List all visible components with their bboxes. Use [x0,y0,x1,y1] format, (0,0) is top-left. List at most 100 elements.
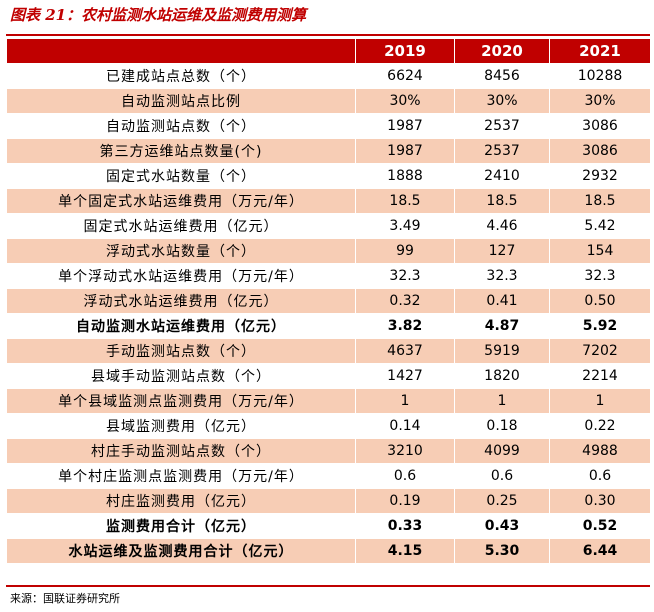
table-row: 村庄监测费用（亿元） 0.19 0.25 0.30 [6,488,651,514]
value-cell-2020: 5.30 [454,538,550,564]
value-cell-2020: 0.43 [454,513,550,539]
table-row: 固定式水站运维费用（亿元） 3.49 4.46 5.42 [6,213,651,239]
row-label: 自动监测站点比例 [6,88,356,114]
row-label: 浮动式水站运维费用（亿元） [6,288,356,314]
table-row: 监测费用合计（亿元） 0.33 0.43 0.52 [6,513,651,539]
header-year-2020: 2020 [454,38,550,64]
value-cell-2019: 1987 [355,138,455,164]
row-label: 单个固定式水站运维费用（万元/年） [6,188,356,214]
table-row: 第三方运维站点数量(个) 1987 2537 3086 [6,138,651,164]
value-cell-2019: 99 [355,238,455,264]
value-cell-2019: 0.19 [355,488,455,514]
row-label: 单个浮动式水站运维费用（万元/年） [6,263,356,289]
value-cell-2020: 30% [454,88,550,114]
value-cell-2020: 0.25 [454,488,550,514]
row-label: 第三方运维站点数量(个) [6,138,356,164]
value-cell-2019: 0.14 [355,413,455,439]
table-row: 自动监测站点数（个） 1987 2537 3086 [6,113,651,139]
value-cell-2021: 1 [549,388,651,414]
row-label: 自动监测水站运维费用（亿元） [6,313,356,339]
value-cell-2021: 0.30 [549,488,651,514]
value-cell-2020: 1 [454,388,550,414]
value-cell-2019: 1 [355,388,455,414]
row-label: 县域监测费用（亿元） [6,413,356,439]
value-cell-2020: 2537 [454,138,550,164]
row-label: 单个村庄监测点监测费用（万元/年） [6,463,356,489]
value-cell-2019: 1427 [355,363,455,389]
cost-estimate-table: 2019 2020 2021 已建成站点总数（个） 6624 8456 10288 自动… [6,38,651,564]
row-label: 已建成站点总数（个） [6,63,356,89]
table-row: 村庄手动监测站点数（个） 3210 4099 4988 [6,438,651,464]
row-label: 单个县域监测点监测费用（万元/年） [6,388,356,414]
table-row: 单个浮动式水站运维费用（万元/年） 32.3 32.3 32.3 [6,263,651,289]
value-cell-2019: 4637 [355,338,455,364]
value-cell-2020: 4.87 [454,313,550,339]
header-blank-cell [6,38,356,64]
value-cell-2019: 0.33 [355,513,455,539]
value-cell-2020: 8456 [454,63,550,89]
table-row: 固定式水站数量（个） 1888 2410 2932 [6,163,651,189]
value-cell-2019: 18.5 [355,188,455,214]
value-cell-2020: 1820 [454,363,550,389]
value-cell-2021: 154 [549,238,651,264]
title-rule [6,34,650,36]
header-year-2021: 2021 [549,38,651,64]
value-cell-2021: 0.22 [549,413,651,439]
value-cell-2021: 0.6 [549,463,651,489]
value-cell-2019: 4.15 [355,538,455,564]
row-label: 监测费用合计（亿元） [6,513,356,539]
table-row: 浮动式水站数量（个） 99 127 154 [6,238,651,264]
value-cell-2021: 5.92 [549,313,651,339]
value-cell-2019: 32.3 [355,263,455,289]
table-row: 县域监测费用（亿元） 0.14 0.18 0.22 [6,413,651,439]
table-row: 手动监测站点数（个） 4637 5919 7202 [6,338,651,364]
value-cell-2019: 6624 [355,63,455,89]
value-cell-2019: 1888 [355,163,455,189]
table-row: 单个固定式水站运维费用（万元/年） 18.5 18.5 18.5 [6,188,651,214]
value-cell-2021: 7202 [549,338,651,364]
value-cell-2021: 18.5 [549,188,651,214]
value-cell-2019: 0.32 [355,288,455,314]
value-cell-2021: 10288 [549,63,651,89]
value-cell-2019: 3.49 [355,213,455,239]
value-cell-2020: 0.6 [454,463,550,489]
value-cell-2021: 32.3 [549,263,651,289]
value-cell-2021: 5.42 [549,213,651,239]
header-row: 2019 2020 2021 [6,38,651,64]
table-body: 已建成站点总数（个） 6624 8456 10288 自动监测站点比例 30% 30% 30%… [6,63,651,564]
value-cell-2021: 0.52 [549,513,651,539]
value-cell-2021: 0.50 [549,288,651,314]
figure-title: 图表 21：农村监测水站运维及监测费用测算 [10,6,307,24]
value-cell-2020: 4099 [454,438,550,464]
value-cell-2019: 1987 [355,113,455,139]
value-cell-2020: 18.5 [454,188,550,214]
table-row: 水站运维及监测费用合计（亿元） 4.15 5.30 6.44 [6,538,651,564]
source-note: 来源：国联证券研究所 [10,592,120,605]
value-cell-2021: 3086 [549,113,651,139]
table-row: 浮动式水站运维费用（亿元） 0.32 0.41 0.50 [6,288,651,314]
value-cell-2020: 2537 [454,113,550,139]
table-row: 单个村庄监测点监测费用（万元/年） 0.6 0.6 0.6 [6,463,651,489]
table-row: 自动监测站点比例 30% 30% 30% [6,88,651,114]
value-cell-2021: 2214 [549,363,651,389]
value-cell-2020: 4.46 [454,213,550,239]
value-cell-2019: 30% [355,88,455,114]
row-label: 水站运维及监测费用合计（亿元） [6,538,356,564]
value-cell-2019: 0.6 [355,463,455,489]
value-cell-2020: 0.41 [454,288,550,314]
row-label: 手动监测站点数（个） [6,338,356,364]
bottom-rule [6,585,650,587]
value-cell-2021: 6.44 [549,538,651,564]
value-cell-2020: 32.3 [454,263,550,289]
value-cell-2020: 0.18 [454,413,550,439]
row-label: 村庄监测费用（亿元） [6,488,356,514]
row-label: 固定式水站数量（个） [6,163,356,189]
table-row: 县域手动监测站点数（个） 1427 1820 2214 [6,363,651,389]
value-cell-2021: 2932 [549,163,651,189]
table-row: 已建成站点总数（个） 6624 8456 10288 [6,63,651,89]
value-cell-2019: 3.82 [355,313,455,339]
row-label: 浮动式水站数量（个） [6,238,356,264]
value-cell-2020: 127 [454,238,550,264]
value-cell-2020: 2410 [454,163,550,189]
value-cell-2021: 30% [549,88,651,114]
